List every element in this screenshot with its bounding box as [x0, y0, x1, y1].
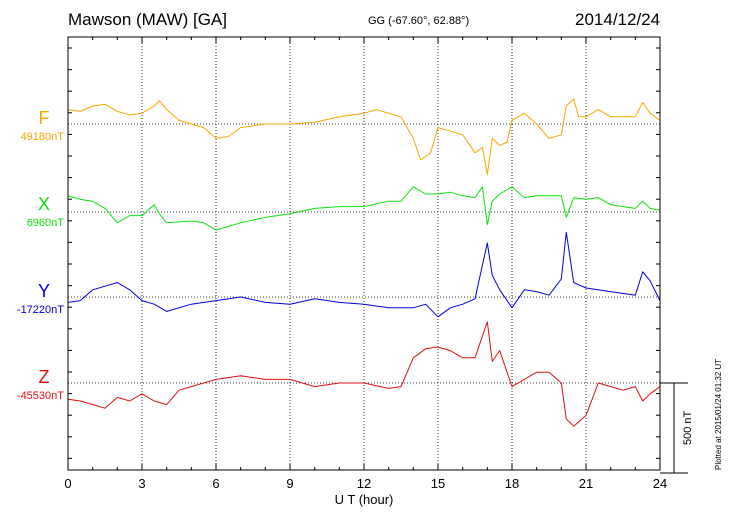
baseline-label-z: -45530nT: [16, 390, 64, 402]
x-axis-label: U T (hour): [335, 492, 394, 507]
baseline-label-y: -17220nT: [16, 304, 64, 316]
x-tick-label: 9: [286, 476, 293, 491]
chart-title: Mawson (MAW) [GA]: [68, 10, 227, 29]
series-line-z: [67, 321, 661, 427]
x-tick-label: 24: [653, 476, 667, 491]
series-line-y: [67, 231, 661, 318]
x-tick-label: 12: [357, 476, 371, 491]
series-label-y: Y: [37, 281, 50, 301]
coordinates-label: GG (-67.60°, 62.88°): [368, 15, 470, 27]
series-line-f: [67, 98, 661, 175]
series-label-z: Z: [38, 367, 50, 387]
series-label-f: F: [38, 108, 50, 128]
date-label: 2014/12/24: [575, 10, 661, 29]
x-tick-label: 6: [212, 476, 219, 491]
x-tick-label: 15: [431, 476, 445, 491]
baseline-label-f: 49180nT: [20, 131, 64, 143]
baseline-label-x: 6960nT: [26, 217, 64, 229]
x-tick-label: 21: [579, 476, 593, 491]
axis-layer: 0 3 6 9 12 15 18 21 24 U T (hour): [64, 36, 688, 507]
x-tick-label: 3: [138, 476, 145, 491]
grid-layer: [68, 37, 660, 470]
series-label-x: X: [37, 194, 50, 214]
plotted-timestamp: Plotted at 2015/01/24 01:32 UT: [714, 358, 723, 470]
series-line-x: [67, 186, 661, 231]
series-layer: [67, 98, 661, 427]
x-tick-label: 18: [505, 476, 519, 491]
scale-bar-label: 500 nT: [682, 410, 694, 445]
x-tick-label: 0: [64, 476, 71, 491]
